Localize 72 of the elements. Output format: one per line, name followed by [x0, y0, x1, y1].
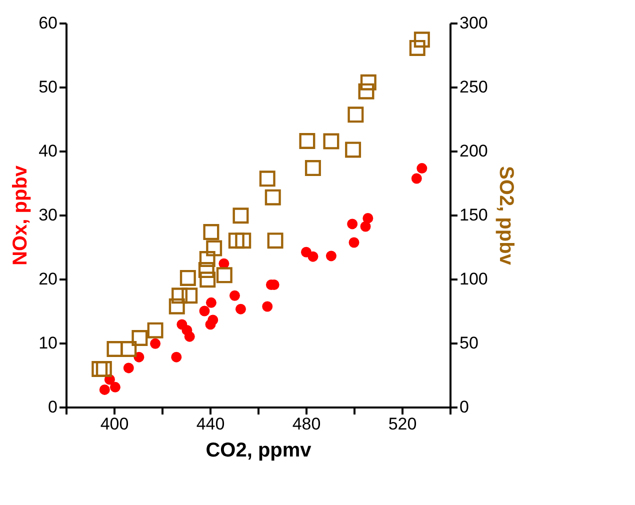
point	[184, 331, 195, 342]
y2-tick-label: 200	[460, 142, 488, 160]
point	[358, 83, 374, 100]
point	[206, 297, 216, 308]
point	[110, 382, 120, 392]
point	[348, 106, 364, 123]
y2-tick-label: 0	[460, 398, 469, 416]
x-axis-title: CO2, ppmv	[206, 440, 312, 462]
y-tick-label: 0	[48, 398, 58, 416]
point	[409, 40, 426, 56]
point	[123, 362, 134, 374]
point	[180, 270, 196, 286]
point	[411, 173, 422, 184]
y-tick-label: 50	[38, 78, 58, 96]
point	[168, 298, 185, 314]
point	[360, 221, 371, 232]
point	[120, 341, 137, 358]
point	[150, 338, 161, 349]
point	[308, 251, 318, 262]
point	[147, 322, 164, 338]
y2-tick-label: 50	[460, 334, 478, 352]
point	[262, 301, 273, 312]
point	[414, 32, 430, 48]
y2-tick-label: 150	[460, 206, 488, 224]
point	[206, 240, 222, 256]
point	[132, 330, 148, 346]
point	[232, 208, 249, 224]
point	[347, 218, 358, 230]
x-tick-label: 400	[100, 414, 129, 434]
point	[171, 352, 182, 362]
x-tick-label: 440	[196, 414, 225, 434]
y2-tick-label: 100	[460, 270, 488, 288]
y-tick-label: 20	[38, 270, 58, 288]
y-tick-label: 30	[38, 206, 58, 224]
point	[259, 170, 276, 187]
point	[200, 272, 216, 288]
y2-axis-title: SO2, ppbv	[494, 166, 517, 266]
point	[267, 232, 284, 249]
point	[228, 232, 244, 249]
point	[235, 304, 246, 314]
y2-tick-label: 300	[460, 14, 488, 32]
point	[264, 189, 281, 206]
point	[172, 288, 188, 304]
point	[326, 250, 336, 262]
point	[345, 142, 362, 158]
point	[229, 290, 240, 301]
point	[92, 360, 108, 377]
point	[182, 288, 198, 304]
point	[360, 74, 376, 90]
point	[199, 251, 216, 268]
x-tick-label: 520	[388, 414, 417, 434]
point	[235, 232, 252, 249]
point	[99, 384, 110, 395]
y2-tick-label: 250	[460, 78, 488, 96]
point	[198, 262, 214, 278]
point	[205, 319, 216, 330]
point	[348, 237, 360, 248]
point	[304, 160, 321, 176]
point	[203, 224, 220, 240]
point	[216, 267, 232, 284]
point	[96, 360, 112, 377]
point	[199, 306, 210, 316]
y-tick-label: 40	[38, 142, 58, 160]
point	[299, 133, 316, 150]
point	[323, 133, 340, 150]
point	[362, 212, 374, 224]
point	[416, 163, 428, 174]
y-tick-label: 10	[38, 334, 58, 352]
y-axis-title: NOx, ppbv	[10, 164, 32, 266]
point	[106, 341, 123, 358]
y-tick-label: 60	[38, 14, 58, 32]
x-tick-label: 480	[292, 414, 321, 434]
